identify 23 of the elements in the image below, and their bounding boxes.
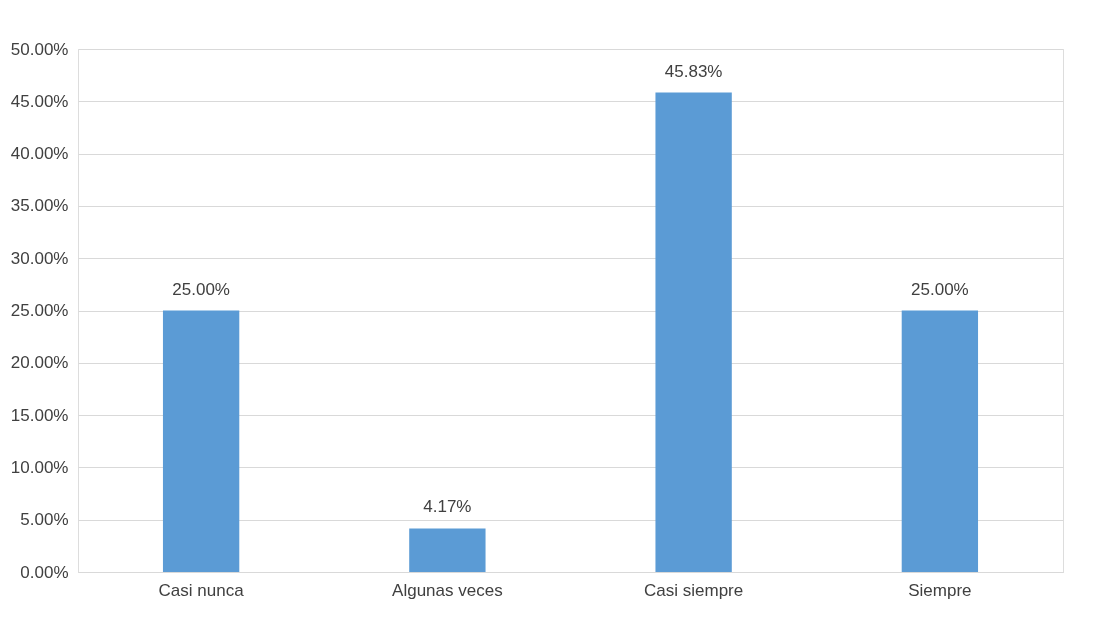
y-tick-label: 25.00%	[10, 301, 69, 320]
y-tick-label: 15.00%	[10, 405, 69, 425]
y-tick-label: 20.00%	[10, 353, 69, 373]
y-tick-label: 10.00%	[10, 457, 69, 477]
y-tick-label: 5.00%	[20, 510, 69, 530]
x-tick-label: Algunas veces	[392, 580, 503, 600]
y-tick-label: 30.00%	[10, 248, 69, 268]
bar	[162, 310, 240, 572]
y-tick-label: 0.00%	[20, 562, 69, 582]
bar	[409, 528, 486, 572]
data-label: 4.17%	[423, 497, 472, 517]
y-tick-label: 35.00%	[10, 196, 69, 216]
data-label: 25.00%	[911, 279, 969, 299]
bar	[901, 310, 979, 572]
data-label: 45.83%	[664, 61, 723, 81]
x-tick-label: Casi nunca	[158, 580, 245, 600]
bar	[655, 92, 732, 572]
x-tick-label: Siempre	[908, 580, 972, 600]
y-tick-label: 45.00%	[10, 91, 69, 111]
y-tick-label: 40.00%	[10, 144, 69, 164]
y-tick-label: 50.00%	[10, 39, 69, 59]
data-label: 25.00%	[172, 279, 230, 299]
x-tick-label: Casi siempre	[644, 580, 744, 600]
